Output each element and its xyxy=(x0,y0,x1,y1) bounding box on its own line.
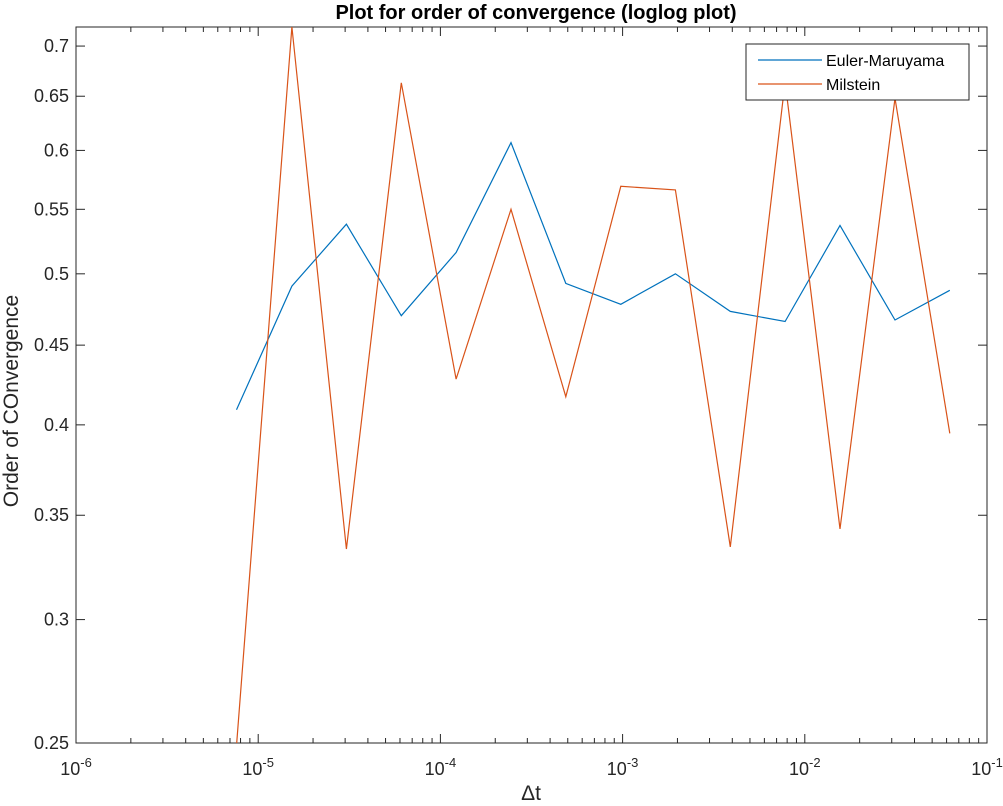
series-line-euler-maruyama xyxy=(235,141,951,411)
chart-title: Plot for order of convergence (loglog pl… xyxy=(335,2,736,24)
y-tick-label: 0.35 xyxy=(34,505,69,525)
y-axis-label: Order of COnvergence xyxy=(0,295,23,507)
x-tick-label: 10-3 xyxy=(607,755,639,779)
y-tick-label: 0.6 xyxy=(44,140,69,160)
x-tick-label: 10-1 xyxy=(971,755,1003,779)
plot-area: 10-6 10-5 10-4 10-3 10-2 10-1 0.25 0.3 0.35 0.4 0.… xyxy=(34,26,1003,779)
series-line-milstein xyxy=(236,27,951,743)
x-axis-label: Δt xyxy=(521,782,541,805)
y-tick-label: 0.65 xyxy=(34,86,69,106)
axes-box xyxy=(75,26,988,744)
y-tick-label: 0.7 xyxy=(44,36,69,56)
y-tick-label: 0.5 xyxy=(44,264,69,284)
legend: Euler-Maruyama Milstein xyxy=(745,43,970,101)
x-tick-label: 10-4 xyxy=(425,755,457,779)
legend-label-euler-maruyama: Euler-Maruyama xyxy=(826,53,944,70)
x-tick-label: 10-5 xyxy=(242,755,274,779)
legend-label-milstein: Milstein xyxy=(826,77,880,94)
y-tick-label: 0.45 xyxy=(34,335,69,355)
x-tick-label: 10-2 xyxy=(789,755,821,779)
legend-box xyxy=(745,43,970,101)
y-tick-label: 0.4 xyxy=(44,415,69,435)
y-tick-label: 0.25 xyxy=(34,733,69,753)
y-tick-label: 0.55 xyxy=(34,199,69,219)
x-tick-label: 10-6 xyxy=(60,755,92,779)
series-lines xyxy=(235,27,951,743)
y-tick-label: 0.3 xyxy=(44,610,69,630)
